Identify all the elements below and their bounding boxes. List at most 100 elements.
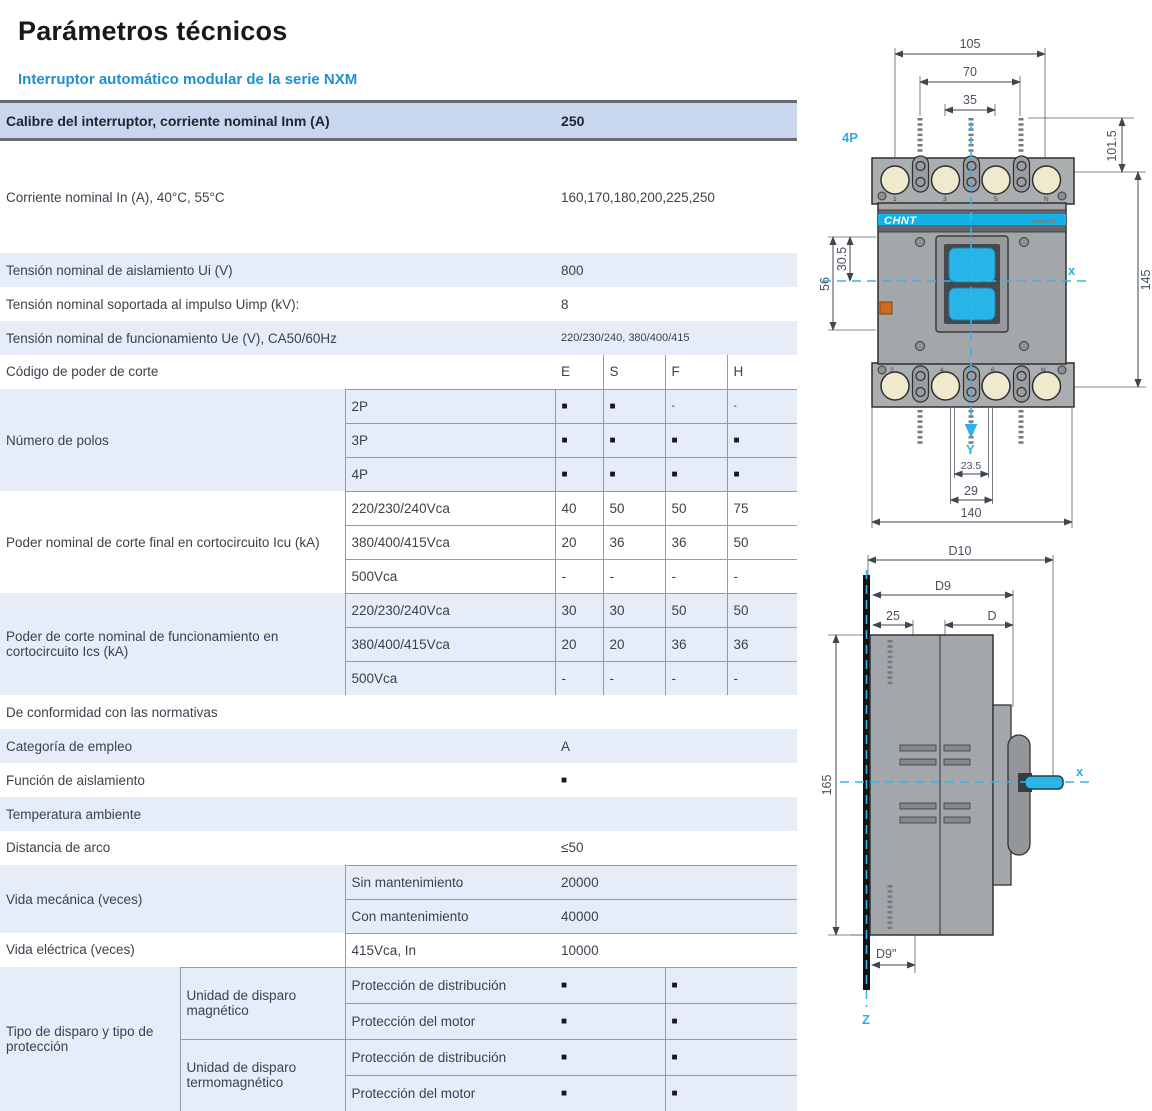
- param-value: A: [555, 729, 798, 763]
- cell-value: 50: [726, 592, 798, 627]
- dim-105-label: 105: [960, 37, 981, 51]
- sub-label: 220/230/240Vca: [344, 592, 556, 627]
- param-label: Código de poder de corte: [6, 364, 159, 380]
- cell-value: 50: [602, 490, 666, 525]
- table-row: Tensión nominal de funcionamiento Ue (V)…: [0, 321, 798, 355]
- cell-value: 50: [664, 592, 728, 627]
- brand-band: [878, 214, 1066, 225]
- unit-label: Unidad de disparo magnético: [179, 966, 345, 1039]
- sub-label: Sin mantenimiento: [344, 864, 556, 899]
- dim-70-label: 70: [963, 65, 977, 79]
- table-header-row: Calibre del interruptor, corriente nomin…: [0, 100, 798, 141]
- terminal-label: 1: [893, 196, 897, 203]
- pole-count-label: 4P: [842, 130, 858, 145]
- breaker-side-view: D10 D9 25 D 165 D9": [820, 545, 1095, 1027]
- dim-25-label: 25: [886, 609, 900, 623]
- dim-d9-label: D9: [935, 579, 951, 593]
- cell-value: 20: [554, 626, 604, 661]
- table-row: Distancia de arco ≤50: [0, 831, 797, 865]
- cell-value: -: [664, 558, 728, 593]
- dim-101-5-label: 101.5: [1105, 130, 1119, 161]
- brand-logo: CHNT: [884, 215, 917, 227]
- terminal-label: 6: [991, 367, 995, 374]
- table-row: Código de poder de corte E S F H: [0, 355, 798, 389]
- dim-35-label: 35: [963, 93, 977, 107]
- spacer-row: [0, 225, 798, 253]
- param-label: Tensión nominal soportada al impulso Uim…: [6, 296, 300, 312]
- table-row: De conformidad con las normativas: [0, 695, 797, 729]
- cell-value: ■: [555, 1074, 666, 1111]
- axis-z-label: Z: [862, 1012, 870, 1027]
- technical-parameters-pane: Parámetros técnicos Interruptor automáti…: [0, 16, 798, 1111]
- cell-value: 10000: [555, 932, 798, 967]
- table-row: 4P ■ ■ ■ ■: [0, 456, 798, 491]
- table-row: Tensión nominal soportada al impulso Uim…: [0, 287, 797, 321]
- table-row: 3P ■ ■ ■ ■: [0, 422, 798, 457]
- table-row: Tipo de disparo y tipo de protección Uni…: [0, 966, 798, 1111]
- header-label: Calibre del interruptor, corriente nomin…: [0, 100, 556, 141]
- code-col: S: [602, 355, 666, 389]
- ventilation-slots: [899, 744, 971, 824]
- param-value: ■: [561, 774, 568, 786]
- cell-value: -: [554, 660, 604, 695]
- cell-value: ■: [664, 1002, 798, 1039]
- table-row: Con mantenimiento 40000: [0, 898, 798, 933]
- cell-value: 36: [664, 524, 728, 559]
- cell-value: 36: [664, 626, 728, 661]
- table-row: Vida eléctrica (veces) 415Vca, In 10000: [0, 932, 798, 967]
- table-row: 500Vca - - - -: [0, 660, 798, 695]
- cell-value: 20000: [555, 864, 798, 899]
- param-value: ≤50: [561, 840, 584, 856]
- sub-label: 2P: [344, 388, 556, 423]
- cell-value: 50: [664, 490, 728, 525]
- table-row: Función de aislamiento ■: [0, 763, 797, 797]
- table-row: 380/400/415Vca 20 36 36 50: [0, 524, 798, 559]
- table-row: Poder de corte nominal de funcionamiento…: [0, 592, 798, 695]
- table-row: Temperatura ambiente: [0, 797, 798, 831]
- param-value: 220/230/240, 380/400/415: [555, 321, 798, 355]
- dim-29-label: 29: [964, 484, 978, 498]
- cell-value: 20: [554, 524, 604, 559]
- model-marking: NXM-250: [1032, 219, 1055, 225]
- cell-value: 75: [726, 490, 798, 525]
- cell-value: 40000: [555, 898, 798, 933]
- code-col: H: [726, 355, 798, 389]
- dim-d10-label: D10: [949, 545, 972, 558]
- cell-value: ■: [555, 1038, 666, 1075]
- param-label: Distancia de arco: [6, 840, 111, 856]
- dim-165-label: 165: [820, 775, 834, 796]
- toggle-switch: [935, 235, 1009, 333]
- cell-value: 36: [726, 626, 798, 661]
- cell-value: 36: [602, 524, 666, 559]
- dimension-drawings-pane: 105 70 35 101.5 145 30.5 56 23.5 29 140 …: [820, 0, 1152, 1076]
- cell-value: 40: [554, 490, 604, 525]
- cell-value: ■: [554, 388, 604, 423]
- sub-label: 380/400/415Vca: [344, 626, 556, 661]
- cell-value: ■: [602, 422, 666, 457]
- param-label: Tensión nominal de funcionamiento Ue (V)…: [0, 321, 556, 355]
- code-col: F: [664, 355, 728, 389]
- terminal-label: 5: [994, 196, 998, 203]
- sub-label: 380/400/415Vca: [344, 524, 556, 559]
- sub-label: 415Vca, In: [344, 932, 556, 967]
- cell-value: ■: [555, 1002, 666, 1039]
- cell-value: ■: [664, 966, 798, 1003]
- cell-value: ■: [555, 966, 666, 1003]
- cell-value: ■: [602, 388, 666, 423]
- axis-x-label: x: [1076, 764, 1084, 779]
- param-label: Corriente nominal In (A), 40°C, 55°C: [6, 189, 225, 205]
- cell-value: ■: [726, 456, 798, 491]
- cell-value: ■: [726, 422, 798, 457]
- dim-30-5-label: 30.5: [835, 247, 849, 271]
- cell-value: ■: [554, 422, 604, 457]
- param-label: De conformidad con las normativas: [6, 704, 218, 720]
- spacer-row: [0, 139, 798, 169]
- cell-value: ■: [554, 456, 604, 491]
- table-row: Corriente nominal In (A), 40°C, 55°C 160…: [0, 169, 797, 225]
- parameters-table: Calibre del interruptor, corriente nomin…: [0, 100, 798, 1111]
- sub-label: Protección del motor: [344, 1002, 556, 1039]
- cell-value: 50: [726, 524, 798, 559]
- header-value: 250: [555, 100, 798, 141]
- param-label: Vida mecánica (veces): [0, 865, 345, 933]
- param-label: Tensión nominal de aislamiento Ui (V): [0, 253, 556, 287]
